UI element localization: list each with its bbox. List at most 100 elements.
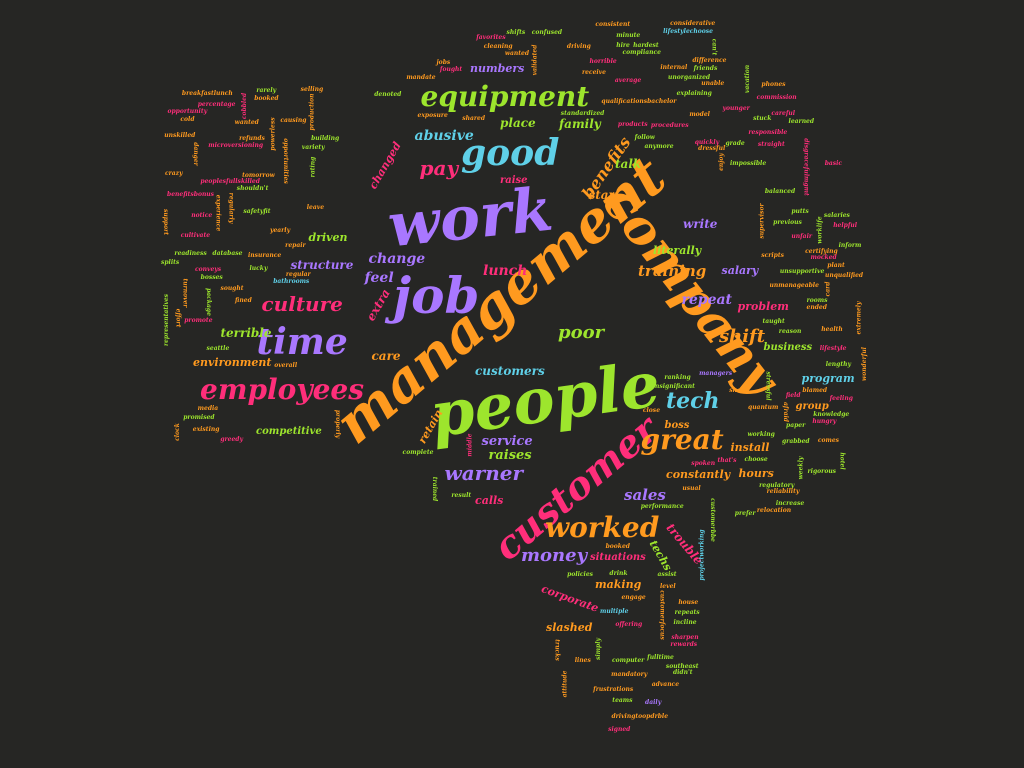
word: ranking bbox=[664, 373, 691, 381]
word: readiness bbox=[174, 250, 207, 258]
word: teams bbox=[612, 697, 633, 705]
word: percentage bbox=[197, 101, 236, 109]
word: that's bbox=[717, 457, 737, 465]
word: equipment bbox=[420, 80, 590, 113]
word: repair bbox=[285, 242, 306, 249]
word: install bbox=[730, 440, 770, 454]
word: comes bbox=[817, 436, 840, 444]
word: complete bbox=[402, 449, 434, 457]
word: bathrooms bbox=[273, 278, 310, 286]
word: benefitsbonus bbox=[167, 191, 215, 199]
word: peoplesfullskilled bbox=[200, 177, 260, 185]
word: supervisor bbox=[759, 203, 767, 239]
word: boss bbox=[664, 420, 690, 431]
word: average bbox=[614, 77, 642, 85]
word: careful bbox=[771, 109, 796, 117]
word: unskilled bbox=[164, 131, 196, 139]
word: disgracefulmgmt bbox=[802, 138, 810, 196]
word: repeats bbox=[674, 609, 700, 617]
word: microversioning bbox=[208, 142, 264, 150]
word: overall bbox=[274, 361, 298, 369]
word: wanted bbox=[234, 118, 259, 126]
word: inform bbox=[838, 242, 862, 250]
word: middle bbox=[466, 433, 474, 457]
word: unmanageable bbox=[769, 282, 819, 290]
word: dressful bbox=[698, 145, 726, 153]
word: friends bbox=[693, 65, 718, 73]
word: group bbox=[795, 401, 829, 412]
word: causing bbox=[280, 117, 307, 125]
word: hours bbox=[738, 466, 774, 480]
word: existing bbox=[192, 425, 220, 433]
word: southeast bbox=[665, 663, 699, 671]
word: terrible bbox=[220, 326, 272, 340]
word: breakfastlunch bbox=[181, 89, 233, 97]
word: experience bbox=[214, 194, 222, 231]
word: unfair bbox=[791, 232, 813, 240]
word: unqualified bbox=[825, 271, 864, 279]
word: tomorrow bbox=[242, 171, 275, 179]
word: horrible bbox=[589, 58, 617, 66]
word: wonderful bbox=[860, 346, 868, 381]
word: considerative bbox=[670, 19, 716, 27]
word: increase bbox=[775, 500, 805, 508]
word: reason bbox=[778, 328, 802, 336]
word: salaries bbox=[823, 212, 850, 220]
word: didn't bbox=[672, 669, 693, 677]
word: driving bbox=[566, 43, 591, 51]
word: attitude bbox=[561, 670, 569, 698]
word: quantum bbox=[748, 403, 779, 411]
word: vacation bbox=[744, 65, 752, 94]
word: daily bbox=[645, 698, 662, 706]
word: mandate bbox=[406, 74, 436, 82]
word: job bbox=[393, 266, 480, 325]
word: refunds bbox=[239, 134, 265, 142]
word: talk bbox=[615, 157, 642, 171]
word: rating bbox=[308, 156, 316, 177]
word: knowledge bbox=[813, 411, 850, 419]
word: mocked bbox=[810, 254, 837, 262]
word: trained bbox=[431, 476, 439, 502]
word: environment bbox=[193, 355, 272, 369]
word: opportunities bbox=[282, 138, 290, 184]
word: rigorous bbox=[807, 467, 837, 475]
word: program bbox=[801, 371, 855, 385]
word: splits bbox=[160, 258, 180, 266]
word: helpful bbox=[833, 222, 858, 230]
word: sought bbox=[220, 285, 244, 293]
word: offering bbox=[615, 620, 643, 628]
word: close bbox=[642, 407, 661, 415]
word: enjoy bbox=[718, 152, 726, 171]
word: blamed bbox=[802, 386, 828, 394]
word: cold bbox=[180, 115, 195, 123]
word: good bbox=[461, 132, 560, 174]
word: level bbox=[659, 582, 676, 590]
word: literally bbox=[653, 243, 702, 257]
word: short bbox=[729, 386, 747, 394]
word: fought bbox=[439, 65, 463, 73]
word: products bbox=[617, 121, 648, 129]
word: sharpen bbox=[671, 633, 699, 641]
word: customers bbox=[475, 364, 545, 378]
word: house bbox=[678, 598, 699, 606]
word: regular bbox=[285, 271, 311, 279]
word: pay bbox=[419, 156, 459, 180]
word: engage bbox=[621, 594, 646, 602]
word: problem bbox=[737, 299, 789, 313]
word: lifestylechoose bbox=[663, 28, 713, 36]
word: internal bbox=[660, 63, 688, 71]
word: putts bbox=[791, 207, 809, 215]
word: quickly bbox=[694, 139, 720, 147]
word: anymore bbox=[644, 142, 674, 150]
word: working bbox=[747, 431, 775, 439]
word: explaining bbox=[676, 89, 712, 97]
word: insurance bbox=[247, 252, 282, 260]
word: business bbox=[763, 342, 813, 353]
word: health bbox=[821, 325, 843, 333]
word: structure bbox=[290, 258, 354, 272]
word: exposure bbox=[417, 112, 448, 120]
word: phones bbox=[761, 81, 786, 89]
word: changed bbox=[366, 139, 404, 191]
word: regularly bbox=[227, 192, 235, 224]
